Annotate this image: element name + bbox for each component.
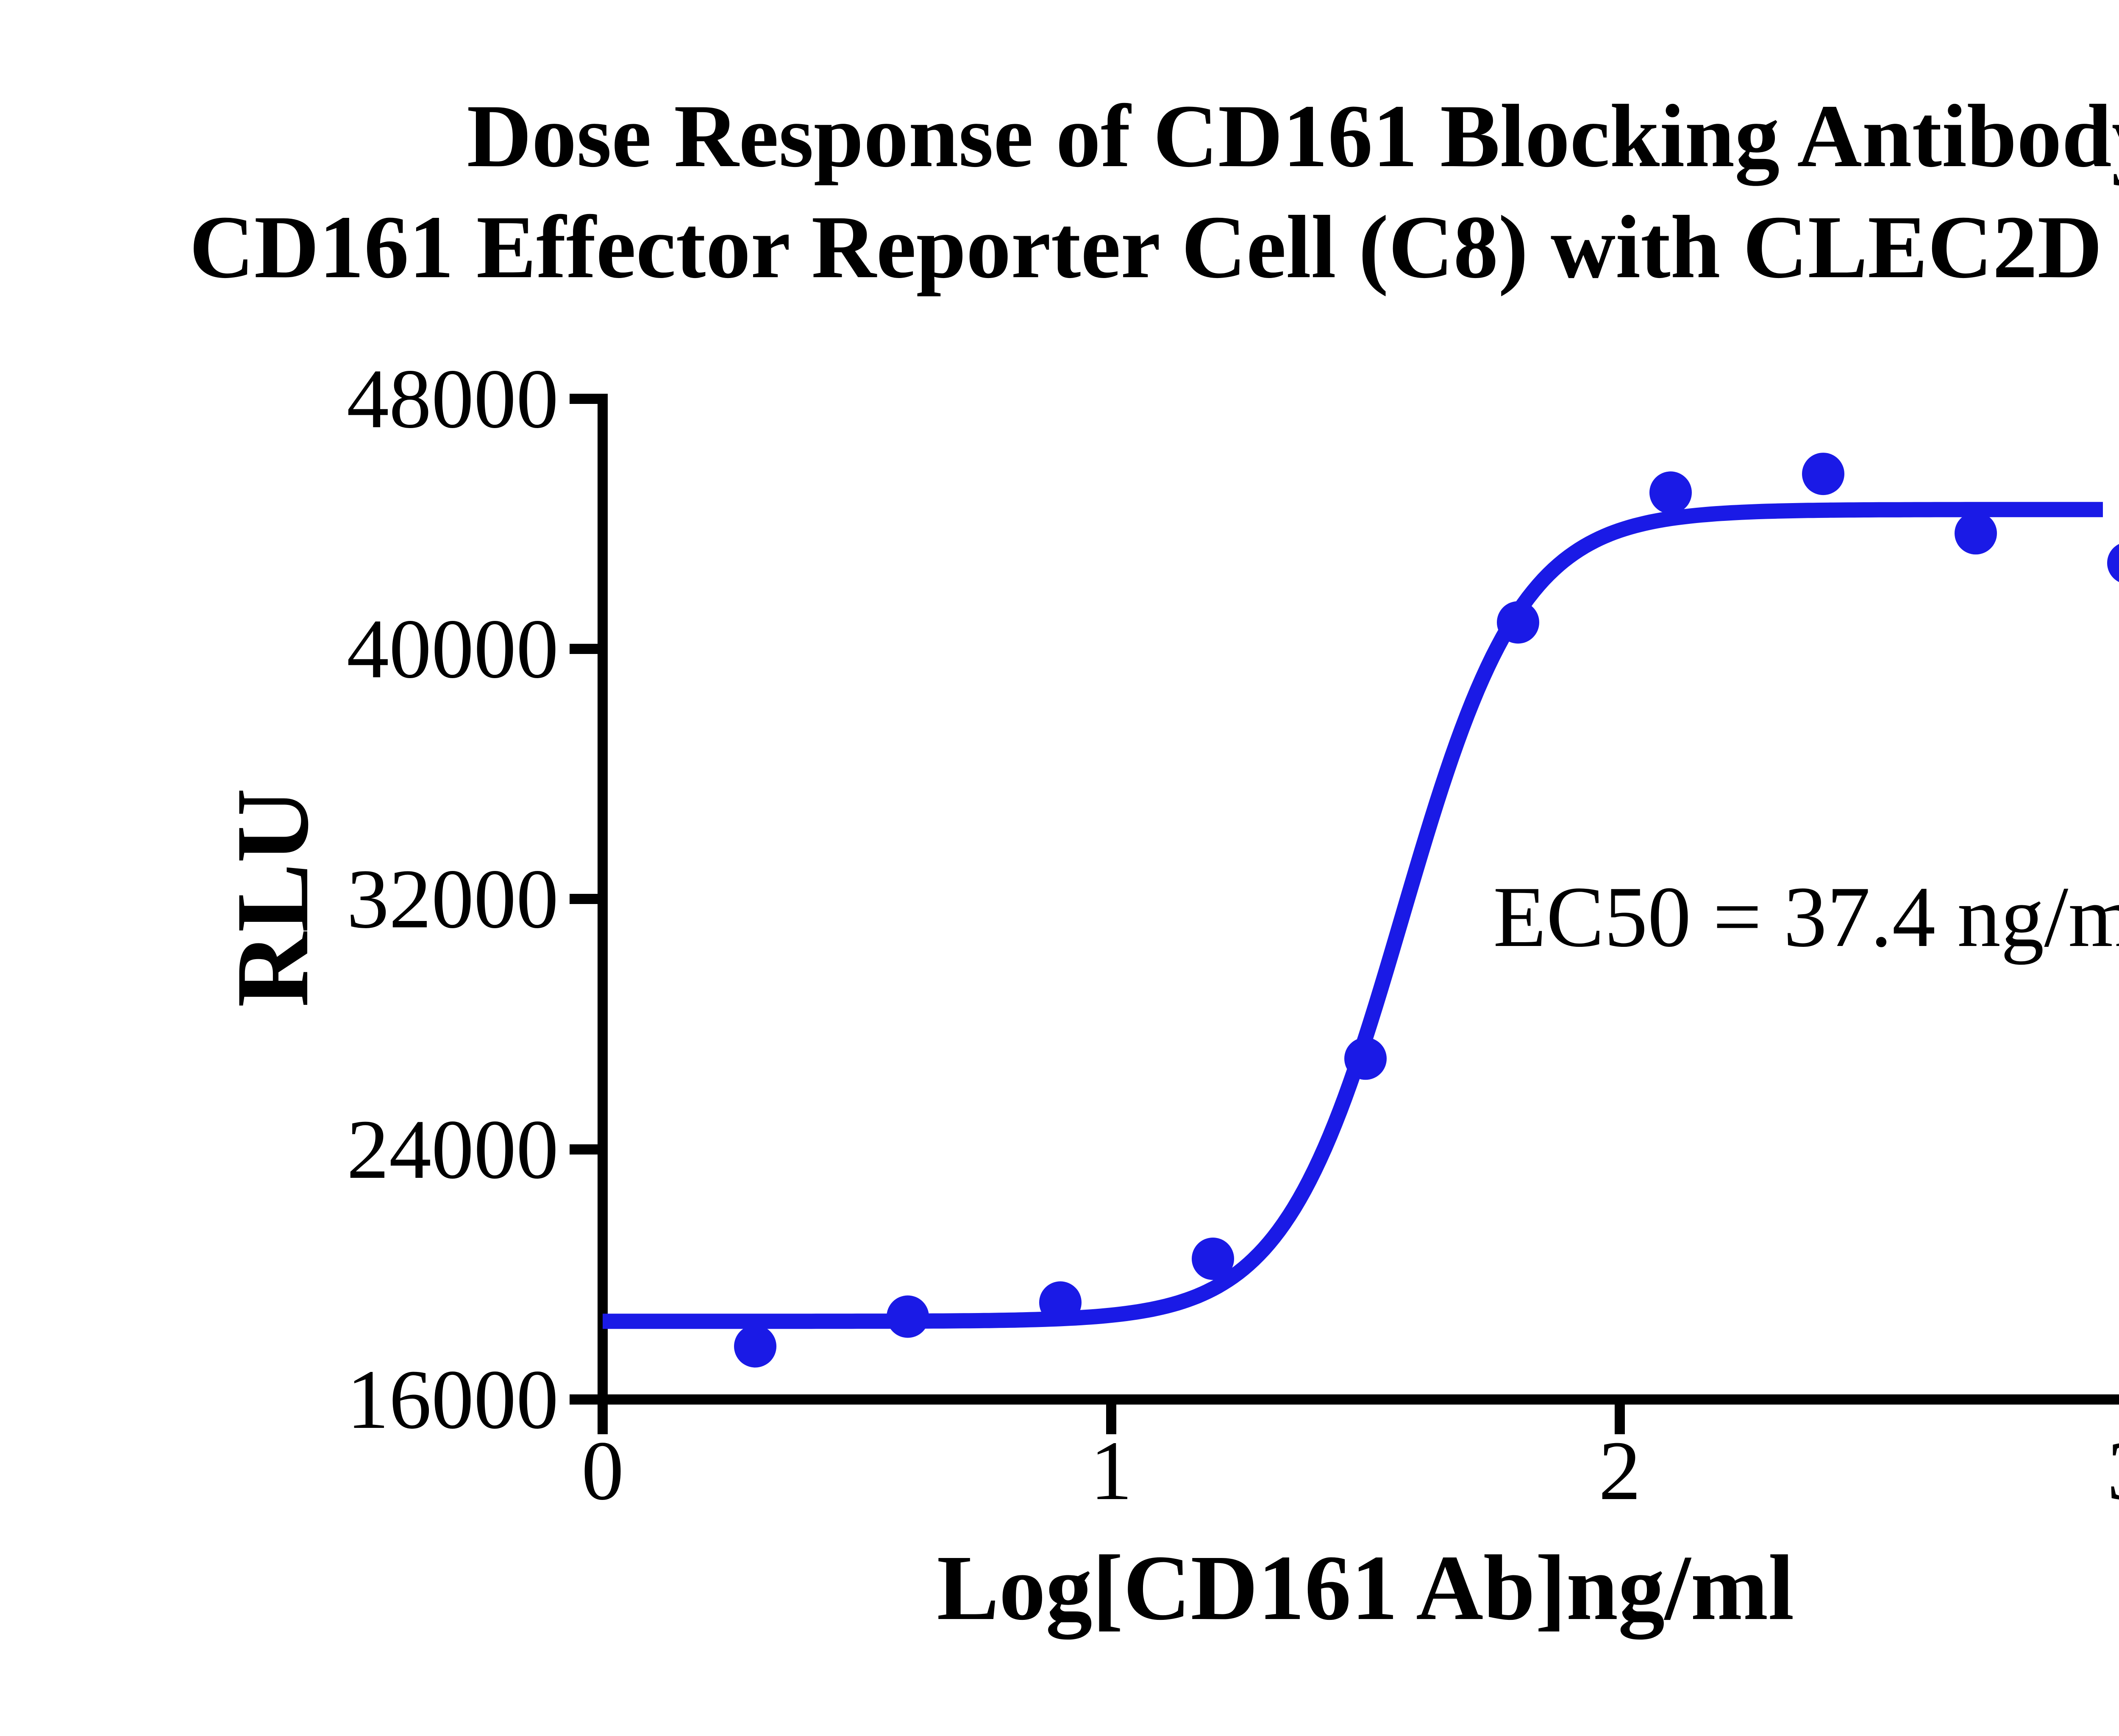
- y-tick-label: 48000: [347, 352, 559, 446]
- data-point: [734, 1325, 776, 1368]
- data-point: [1497, 601, 1539, 644]
- data-point: [1344, 1037, 1387, 1080]
- y-axis-title: RLU: [215, 788, 330, 1007]
- x-axis-tick-labels: 0 1 2 3: [581, 1424, 2119, 1518]
- data-point: [887, 1295, 929, 1338]
- y-tick-label: 24000: [347, 1103, 559, 1196]
- data-point: [1802, 453, 1844, 495]
- x-axis-ticks: [598, 1405, 1625, 1434]
- x-tick-label: 3: [2107, 1424, 2119, 1518]
- x-axis-title: Log[CD161 Ab]ng/ml: [937, 1536, 1794, 1640]
- data-point: [1039, 1281, 1082, 1324]
- x-tick-label: 1: [1090, 1424, 1132, 1518]
- y-tick-label: 32000: [347, 852, 559, 946]
- data-point: [1649, 471, 1692, 514]
- y-tick-label: 16000: [347, 1353, 559, 1447]
- ec50-annotation: EC50 = 37.4 ng/ml: [1493, 869, 2119, 965]
- data-point: [2107, 544, 2119, 582]
- data-point: [1955, 512, 1997, 555]
- chart-title-line-2: CD161 Effector Reporter Cell (C8) with C…: [189, 197, 2119, 297]
- data-point: [1192, 1238, 1234, 1280]
- y-tick-label: 40000: [347, 602, 559, 696]
- x-tick-label: 0: [581, 1424, 624, 1518]
- chart-title-line-1: Dose Response of CD161 Blocking Antibody…: [467, 86, 2119, 186]
- x-tick-label: 2: [1599, 1424, 1641, 1518]
- data-points: [734, 453, 2119, 1368]
- y-axis-ticks: [570, 394, 598, 1405]
- y-axis-tick-labels: 48000 40000 32000 24000 16000: [347, 352, 559, 1447]
